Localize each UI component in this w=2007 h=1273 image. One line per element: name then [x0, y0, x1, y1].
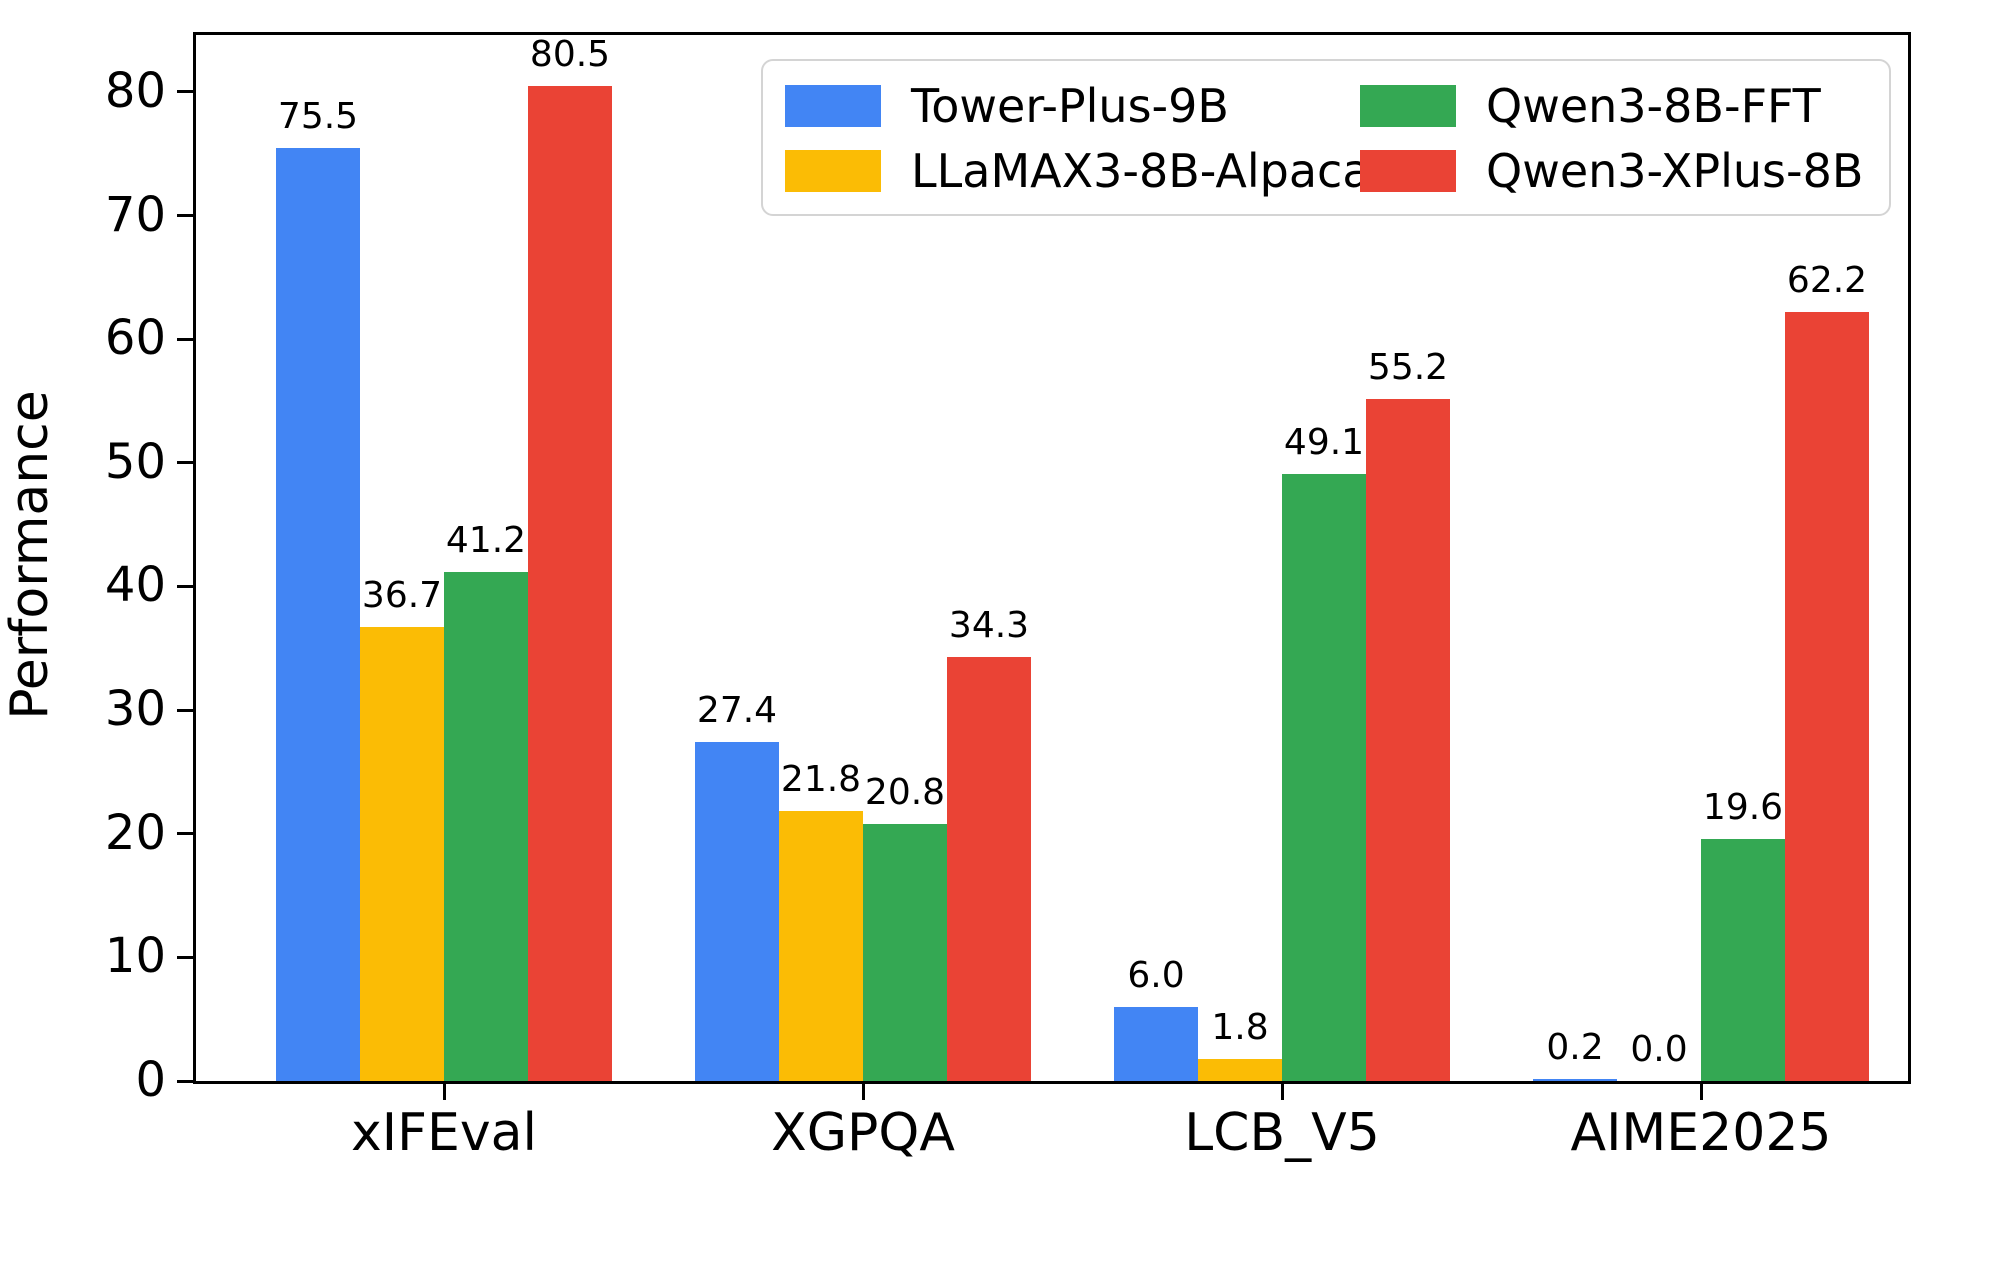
y-tick-mark [177, 1079, 193, 1083]
bar-value-label: 0.0 [1630, 1029, 1688, 1070]
bar [1114, 1006, 1198, 1081]
legend-color-swatch [1360, 85, 1456, 128]
y-tick-label: 80 [104, 62, 166, 119]
bar [276, 147, 360, 1081]
bar [1533, 1078, 1617, 1081]
category-label: AIME2025 [1570, 1103, 1832, 1163]
legend-label: Tower-Plus-9B [911, 79, 1229, 133]
bar [1366, 398, 1450, 1081]
bar [1785, 311, 1869, 1081]
bar-value-label: 27.4 [696, 690, 778, 732]
legend-color-swatch [1360, 149, 1456, 192]
y-tick-label: 50 [104, 433, 166, 490]
legend-item: Qwen3-8B-FFT [1360, 81, 1867, 132]
bar-value-label: 6.0 [1127, 954, 1185, 996]
legend-color-swatch [785, 85, 881, 128]
y-tick-mark [177, 584, 193, 588]
y-tick-label: 70 [104, 186, 166, 243]
y-axis-title: Performance [0, 390, 60, 720]
y-tick-mark [177, 955, 193, 959]
x-tick-mark [442, 1084, 446, 1100]
bar [863, 823, 947, 1081]
y-tick-label: 0 [135, 1052, 166, 1109]
bar-value-label: 36.7 [361, 575, 443, 617]
bar-value-label: 21.8 [780, 759, 862, 801]
legend-label: Qwen3-8B-FFT [1486, 79, 1821, 133]
bar [947, 656, 1031, 1081]
legend: Tower-Plus-9B LLaMAX3-8B-Alpaca Qwen3-8B-F… [761, 59, 1891, 217]
bar [1282, 473, 1366, 1081]
y-tick-mark [177, 214, 193, 217]
y-tick-mark [177, 461, 193, 465]
x-tick-mark [861, 1084, 865, 1100]
bar-value-label: 20.8 [864, 771, 946, 813]
y-tick-mark [177, 708, 193, 712]
bar-value-label: 19.6 [1702, 786, 1784, 828]
y-tick-mark [177, 90, 193, 94]
bar-value-label: 49.1 [1283, 421, 1365, 463]
y-tick-label: 30 [104, 681, 166, 738]
bar [1198, 1058, 1282, 1081]
bar [695, 742, 779, 1081]
y-tick-mark [177, 337, 193, 341]
y-tick-label: 60 [104, 310, 166, 367]
bar [444, 571, 528, 1081]
y-tick-label: 20 [104, 804, 166, 861]
bar-value-label: 1.8 [1211, 1006, 1269, 1048]
legend-label: Qwen3-XPlus-8B [1486, 143, 1864, 198]
bar-value-label: 0.2 [1546, 1026, 1604, 1068]
category-label: LCB_V5 [1184, 1103, 1380, 1163]
bar-value-label: 34.3 [948, 604, 1030, 646]
plot-area: Tower-Plus-9B LLaMAX3-8B-Alpaca Qwen3-8B-F… [105, 32, 1911, 1159]
y-tick-label: 10 [104, 928, 166, 985]
bar-value-label: 41.2 [445, 519, 527, 561]
category-label: XGPQA [771, 1103, 955, 1163]
y-tick-mark [177, 832, 193, 836]
legend-item: LLaMAX3-8B-Alpaca [785, 145, 1371, 197]
x-tick-mark [1280, 1084, 1284, 1100]
bar-value-label: 80.5 [529, 33, 611, 75]
bar [360, 627, 444, 1081]
bar [528, 85, 612, 1081]
legend-item: Tower-Plus-9B [785, 81, 1360, 132]
legend-item: Qwen3-XPlus-8B [1360, 143, 1867, 198]
legend-label: LLaMAX3-8B-Alpaca [911, 143, 1371, 198]
legend-color-swatch [785, 149, 881, 192]
x-tick-mark [1699, 1084, 1703, 1100]
y-tick-label: 40 [104, 557, 166, 614]
category-label: xIFEval [351, 1103, 537, 1163]
bar [779, 811, 863, 1081]
bar-value-label: 75.5 [277, 95, 359, 137]
bar [1701, 838, 1785, 1081]
bar-value-label: 55.2 [1367, 346, 1449, 388]
bar-value-label: 62.2 [1786, 259, 1868, 301]
